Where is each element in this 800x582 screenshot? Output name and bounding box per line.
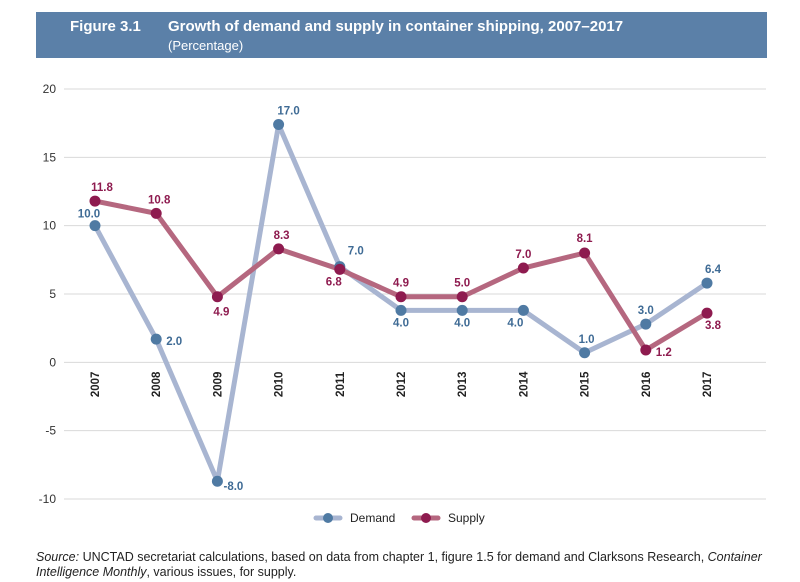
data-point-supply [456,291,468,303]
data-label-supply: 4.9 [213,307,229,319]
data-point-demand [273,119,285,131]
data-label-supply: 11.8 [91,182,113,194]
data-point-demand [701,277,713,289]
data-point-demand [640,318,652,330]
data-label-supply: 8.1 [577,233,594,245]
x-tick-label: 2009 [212,372,224,398]
y-tick-label: 15 [43,150,57,164]
x-tick-label: 2014 [518,371,530,397]
data-label-demand: 6.4 [705,264,722,276]
data-point-supply [701,307,713,319]
legend-swatch-marker [323,513,333,523]
figure-title: Growth of demand and supply in container… [168,18,624,35]
x-tick-label: 2012 [396,372,408,398]
data-point-supply [211,291,223,303]
data-point-demand [517,304,529,316]
data-label-supply: 3.8 [705,320,722,332]
figure-header: Figure 3.1 Growth of demand and supply i… [36,12,767,58]
figure-number: Figure 3.1 [70,18,141,35]
data-point-supply [334,263,346,275]
y-tick-label: 20 [43,82,57,96]
x-tick-label: 2008 [151,371,163,397]
x-tick-label: 2011 [335,371,347,397]
data-label-supply: 4.9 [393,278,409,290]
data-label-supply: 6.8 [326,276,343,288]
x-tick-label: 2015 [580,371,592,397]
data-label-demand: 4.0 [393,317,409,329]
x-tick-label: 2010 [274,372,286,398]
data-point-demand [395,304,407,316]
data-label-supply: 1.2 [656,347,672,359]
x-tick-label: 2013 [457,372,469,398]
x-tick-label: 2016 [641,372,653,398]
legend-label-demand: Demand [350,511,395,525]
source-suffix: , various issues, for supply. [146,565,297,579]
data-label-demand: 2.0 [166,336,182,348]
data-label-demand: 3.0 [638,305,654,317]
data-label-supply: 5.0 [454,278,470,290]
source-text: UNCTAD secretariat calculations, based o… [79,550,708,564]
data-point-demand [89,220,101,232]
line-chart: -10 -5 0 5 10 15 20 2007 2008 2009 2010 2011 2012 201… [39,82,766,525]
data-label-demand: 4.0 [507,317,523,329]
y-tick-label: -5 [45,424,56,438]
data-point-supply [579,247,591,259]
data-label-demand: 7.0 [348,246,364,258]
data-point-supply [89,195,101,207]
y-tick-label: 5 [49,287,56,301]
legend-label-supply: Supply [448,511,485,525]
y-tick-label: 0 [49,355,56,369]
data-label-supply: 10.8 [148,194,171,206]
data-point-supply [150,207,162,219]
data-point-demand [456,304,468,316]
data-point-supply [640,344,652,356]
source-note: Source: UNCTAD secretariat calculations,… [36,550,776,580]
y-tick-label: -10 [39,492,57,506]
x-tick-label: 2017 [702,372,714,398]
legend-swatch-marker [421,513,431,523]
data-point-demand [579,347,591,359]
data-label-demand: 4.0 [454,317,470,329]
data-point-demand [150,333,162,345]
source-italic: Container Intelligence Monthly [36,550,762,579]
figure-subtitle: (Percentage) [168,38,244,53]
data-point-supply [273,243,285,255]
y-tick-label: 10 [43,219,57,233]
data-label-demand: 17.0 [277,106,299,118]
data-label-demand: 10.0 [78,209,100,221]
data-point-demand [211,475,223,487]
x-tick-label: 2007 [90,372,102,398]
data-label-demand: -8.0 [223,481,243,493]
data-label-supply: 7.0 [515,249,531,261]
data-label-demand: 1.0 [579,334,595,346]
data-label-supply: 8.3 [274,230,290,242]
source-prefix: Source: [36,550,80,564]
data-point-supply [517,262,529,274]
data-point-supply [395,291,407,303]
